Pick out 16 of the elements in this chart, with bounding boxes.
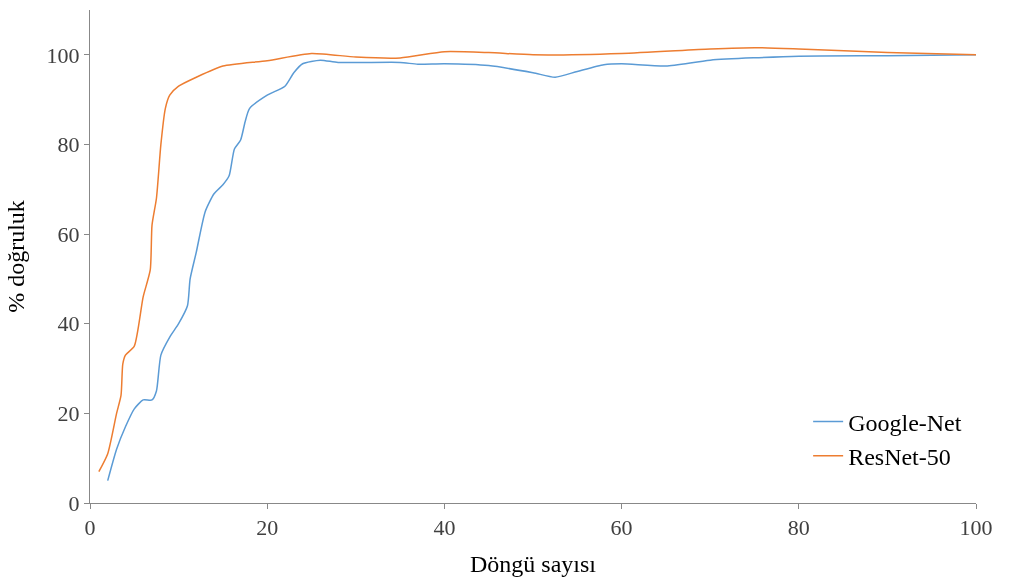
y-axis-title: % doğruluk <box>2 200 29 313</box>
legend-label: Google-Net <box>848 409 962 436</box>
y-tick-label: 60 <box>57 221 80 247</box>
y-tick-label: 100 <box>46 42 80 68</box>
y-tick-label: 80 <box>57 132 80 158</box>
y-tick-label: 0 <box>68 490 80 516</box>
x-tick-label: 100 <box>959 515 993 541</box>
y-tick-label: 20 <box>57 401 80 427</box>
x-tick-label: 40 <box>433 515 456 541</box>
legend-label: ResNet-50 <box>848 444 951 471</box>
x-tick-label: 80 <box>787 515 810 541</box>
x-axis-title: Döngü sayısı <box>470 550 597 577</box>
x-tick-label: 20 <box>256 515 279 541</box>
x-tick-label: 60 <box>610 515 633 541</box>
x-tick-label: 0 <box>84 515 96 541</box>
y-tick-label: 40 <box>57 311 80 337</box>
